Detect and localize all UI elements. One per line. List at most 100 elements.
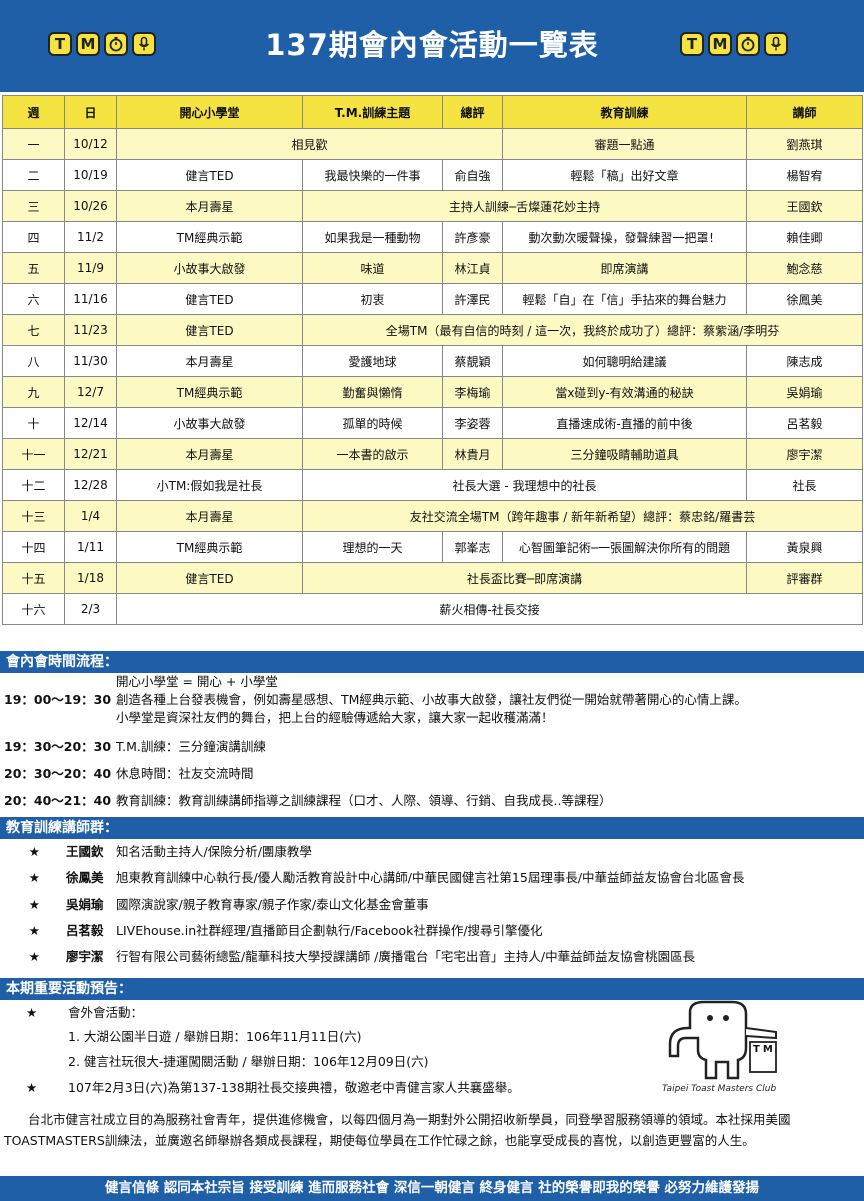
flow-time: 19：00～19：30 bbox=[4, 692, 112, 707]
week-cell: 十六 bbox=[2, 593, 65, 625]
schedule-row: 十一 12/21 本月壽星 一本書的啟示 林貴月 三分鐘吸睛輔助道具 廖宇潔 bbox=[2, 438, 863, 470]
evaluator-cell: 許澤民 bbox=[442, 283, 503, 315]
col-header-theme: T.M.訓練主題 bbox=[302, 95, 443, 129]
school-cell: 本月壽星 bbox=[116, 345, 303, 377]
star-icon: ★ bbox=[28, 923, 40, 938]
flow-line: 教育訓練：教育訓練講師指導之訓練課程（口才、人際、領導、行銷、自我成長..等課程… bbox=[116, 793, 612, 808]
trainer-item: ★ 呂茗毅 LIVEhouse.in社群經理/直播節目企劃執行/Facebook社群… bbox=[0, 922, 543, 940]
theme-cell: 一本書的啟示 bbox=[302, 438, 443, 470]
schedule-row: 二 10/19 健言TED 我最快樂的一件事 俞自強 輕鬆「稿」出好文章 楊智宥 bbox=[2, 159, 863, 191]
education-cell: 輕鬆「稿」出好文章 bbox=[502, 159, 747, 191]
week-cell: 一 bbox=[2, 128, 65, 160]
lecturer-cell: 黃泉興 bbox=[746, 531, 863, 563]
week-cell: 六 bbox=[2, 283, 65, 315]
trainer-item: ★ 吳娟瑜 國際演說家/親子教育專家/親子作家/泰山文化基金會董事 bbox=[0, 896, 429, 914]
flow-item: 19：00～19：30 開心小學堂 = 開心 + 小學堂 創造各種上台發表機會，… bbox=[4, 673, 856, 727]
week-cell: 九 bbox=[2, 376, 65, 408]
week-cell: 八 bbox=[2, 345, 65, 377]
lecturer-cell: 徐鳳美 bbox=[746, 283, 863, 315]
col-header-education: 教育訓練 bbox=[502, 95, 747, 129]
date-cell: 10/12 bbox=[64, 128, 117, 160]
schedule-header-row: 週 日 開心小學堂 T.M.訓練主題 總評 教育訓練 講師 bbox=[2, 95, 863, 129]
flow-item: 19：30～20：30 T.M.訓練：三分鐘演講訓練 bbox=[4, 738, 856, 756]
theme-cell: 我最快樂的一件事 bbox=[302, 159, 443, 191]
microphone-icon bbox=[764, 32, 788, 56]
col-header-school: 開心小學堂 bbox=[116, 95, 303, 129]
week-cell: 十一 bbox=[2, 438, 65, 470]
flow-heading: 會內會時間流程： bbox=[0, 651, 864, 673]
date-cell: 1/11 bbox=[64, 531, 117, 563]
logo-tile-t: T bbox=[48, 32, 72, 56]
week-cell: 三 bbox=[2, 190, 65, 222]
footer-creed: 健言信條 認同本社宗旨 接受訓練 進而服務社會 深信一朝健言 終身健言 社的榮譽… bbox=[0, 1176, 864, 1201]
schedule-row: 一 10/12 相見歡 審題一點通 劉燕琪 bbox=[2, 128, 863, 160]
schedule-row: 十五 1/18 健言TED 社長盃比賽─即席演講 評審群 bbox=[2, 562, 863, 594]
logo-tile-t: T bbox=[680, 32, 704, 56]
schedule-row: 十三 1/4 本月壽星 友社交流全場TM（跨年趣事 / 新年新希望）總評：蔡忠銘/羅書… bbox=[2, 500, 863, 532]
flow-line: T.M.訓練：三分鐘演講訓練 bbox=[116, 739, 266, 754]
lecturer-cell: 評審群 bbox=[746, 562, 863, 594]
star-icon: ★ bbox=[28, 897, 40, 912]
lecturer-cell: 鮑念慈 bbox=[746, 252, 863, 284]
schedule-row: 四 11/2 TM經典示範 如果我是一種動物 許彥豪 動次動次暖聲操，發聲練習一把罩！ 賴佳… bbox=[2, 221, 863, 253]
flow-line: 創造各種上台發表機會，例如壽星感想、TM經典示範、小故事大啟發，讓社友們從一開始… bbox=[116, 692, 747, 707]
school-cell: 健言TED bbox=[116, 562, 303, 594]
microphone-icon bbox=[132, 32, 156, 56]
date-cell: 12/14 bbox=[64, 407, 117, 439]
date-cell: 10/19 bbox=[64, 159, 117, 191]
col-header-date: 日 bbox=[64, 95, 117, 129]
date-cell: 2/3 bbox=[64, 593, 117, 625]
week-cell: 十 bbox=[2, 407, 65, 439]
trainer-name: 吳娟瑜 bbox=[66, 897, 104, 912]
education-cell: 當x碰到y-有效溝通的秘訣 bbox=[502, 376, 747, 408]
evaluator-cell: 郭峯志 bbox=[442, 531, 503, 563]
lecturer-cell: 劉燕琪 bbox=[746, 128, 863, 160]
week-cell: 十二 bbox=[2, 469, 65, 501]
trainer-item: ★ 廖宇潔 行智有限公司藝術總監/龍華科技大學授課講師 /廣播電台「宅宅出音」主持人… bbox=[0, 948, 695, 966]
toastmasters-logo-right: T M bbox=[680, 32, 788, 56]
lecturer-cell: 吳娟瑜 bbox=[746, 376, 863, 408]
flow-line: 小學堂是資深社友們的舞台，把上台的經驗傳遞給大家，讓大家一起收穫滿滿！ bbox=[116, 710, 554, 725]
education-cell: 心智圖筆記術─一張圖解決你所有的問題 bbox=[502, 531, 747, 563]
school-cell: TM經典示範 bbox=[116, 376, 303, 408]
schedule-body: 一 10/12 相見歡 審題一點通 劉燕琪二 10/19 健言TED 我最快樂的一件事 俞自強輕… bbox=[2, 128, 863, 625]
announce-heading: 本期重要活動預告： bbox=[0, 978, 864, 1000]
week-cell: 十五 bbox=[2, 562, 65, 594]
evaluator-cell: 李梅瑜 bbox=[442, 376, 503, 408]
trainer-name: 呂茗毅 bbox=[66, 923, 104, 938]
trainer-item: ★ 徐鳳美 旭東教育訓練中心執行長/優人勵活教育設計中心講師/中華民國健言社第15屆… bbox=[0, 869, 745, 887]
schedule-row: 六 11/16 健言TED 初衷 許澤民 輕鬆「自」在「信」手拈來的舞台魅力 徐鳳美 bbox=[2, 283, 863, 315]
evaluator-cell: 俞自強 bbox=[442, 159, 503, 191]
merged-cell: 薪火相傳-社長交接 bbox=[116, 593, 863, 625]
page-title: 137期會內會活動一覽表 bbox=[265, 28, 599, 62]
col-header-evaluator: 總評 bbox=[442, 95, 503, 129]
week-cell: 十三 bbox=[2, 500, 65, 532]
week-cell: 五 bbox=[2, 252, 65, 284]
outing-item: 1. 大湖公園半日遊 / 舉辦日期：106年11月11日(六) bbox=[68, 1029, 362, 1044]
stopwatch-icon bbox=[104, 32, 128, 56]
lecturer-cell: 楊智宥 bbox=[746, 159, 863, 191]
week-cell: 二 bbox=[2, 159, 65, 191]
week-cell: 四 bbox=[2, 221, 65, 253]
date-cell: 1/4 bbox=[64, 500, 117, 532]
flow-item: 20：30～20：40 休息時間：社友交流時間 bbox=[4, 765, 856, 783]
theme-cell: 勤奮與懶惰 bbox=[302, 376, 443, 408]
school-cell: 小故事大啟發 bbox=[116, 252, 303, 284]
date-cell: 12/28 bbox=[64, 469, 117, 501]
school-cell: 本月壽星 bbox=[116, 190, 303, 222]
trainers-heading: 教育訓練講師群： bbox=[0, 817, 864, 839]
col-header-week: 週 bbox=[2, 95, 65, 129]
star-icon: ★ bbox=[28, 844, 40, 859]
mascot-badge: TM bbox=[753, 1044, 776, 1055]
school-cell: 健言TED bbox=[116, 314, 303, 346]
flow-line: 休息時間：社友交流時間 bbox=[116, 766, 254, 781]
outing-label: 會外會活動： bbox=[68, 1005, 144, 1020]
education-cell: 動次動次暖聲操，發聲練習一把罩！ bbox=[502, 221, 747, 253]
lecturer-cell: 呂茗毅 bbox=[746, 407, 863, 439]
merged-cell: 友社交流全場TM（跨年趣事 / 新年新希望）總評：蔡忠銘/羅書芸 bbox=[302, 500, 863, 532]
date-cell: 11/23 bbox=[64, 314, 117, 346]
schedule-row: 十四 1/11 TM經典示範 理想的一天 郭峯志 心智圖筆記術─一張圖解決你所有的問題 黃泉… bbox=[2, 531, 863, 563]
intro-paragraph: 台北市健言社成立目的為服務社會青年，提供進修機會，以每四個月為一期對外公開招收新… bbox=[4, 1112, 791, 1148]
education-cell: 輕鬆「自」在「信」手拈來的舞台魅力 bbox=[502, 283, 747, 315]
lecturer-cell: 王國欽 bbox=[746, 190, 863, 222]
